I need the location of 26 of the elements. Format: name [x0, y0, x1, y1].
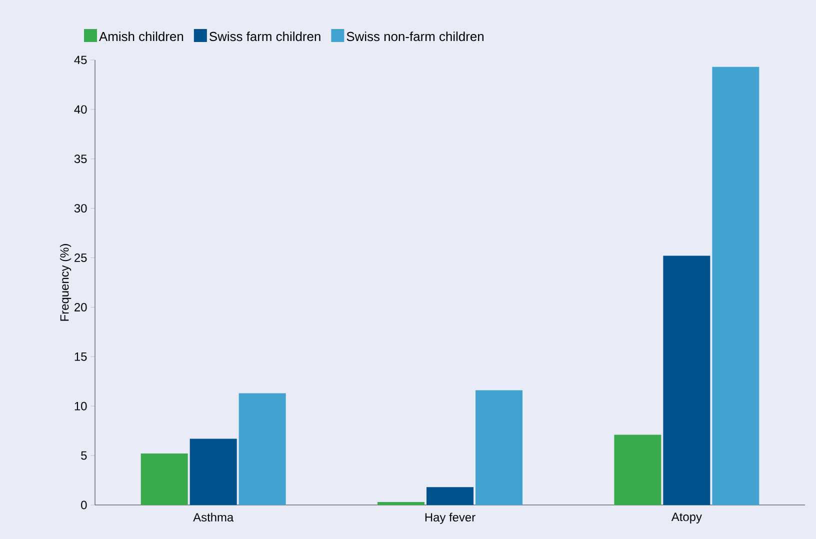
x-tick-label: Atopy — [671, 512, 702, 524]
y-tick-label: 10 — [74, 402, 87, 410]
bar — [238, 393, 286, 505]
bar — [140, 454, 188, 505]
legend-label: Swiss non-farm children — [346, 32, 484, 42]
y-tick-label: 5 — [81, 451, 87, 460]
bar — [614, 434, 662, 505]
bar — [190, 438, 237, 505]
bar — [712, 66, 760, 505]
x-tick-label: Hay fever — [425, 512, 476, 524]
y-tick-label: 20 — [74, 302, 87, 312]
y-tick-label: 40 — [74, 105, 87, 114]
bar — [476, 390, 522, 505]
y-tick-label: 15 — [74, 352, 87, 361]
legend-label: Swiss farm children — [210, 32, 320, 42]
x-tick-label: Asthma — [193, 512, 234, 522]
bar — [426, 487, 474, 505]
y-tick-label: 30 — [74, 204, 87, 213]
bar — [663, 256, 710, 505]
bar — [378, 502, 425, 505]
y-tick-label: 45 — [74, 56, 87, 64]
y-tick-label: 0 — [81, 500, 87, 510]
y-axis-title: Frequency (%) — [60, 244, 72, 321]
legend-label: Amish children — [99, 32, 184, 42]
y-tick-label: 35 — [74, 154, 87, 164]
y-tick-label: 25 — [74, 254, 87, 262]
